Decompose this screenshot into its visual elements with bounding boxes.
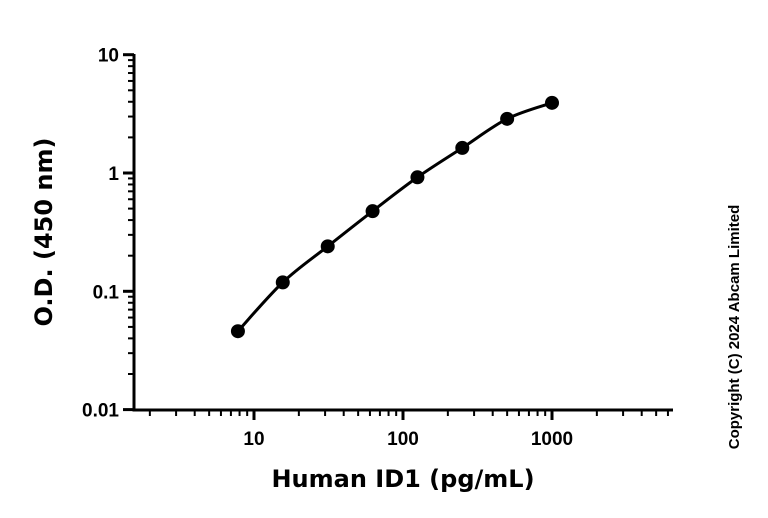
copyright-notice: Copyright (C) 2024 Abcam Limited [726,205,743,449]
data-point [365,204,380,219]
y-tick-label: 1 [108,164,119,185]
y-tick-label: 0.1 [93,282,120,303]
x-axis-title: Human ID1 (pg/mL) [271,465,534,493]
x-tick-label: 1000 [531,429,573,450]
y-axis-title: O.D. (450 nm) [30,138,58,327]
fit-curve [236,101,553,333]
data-point [545,95,559,110]
y-tick-label: 0.01 [82,401,119,422]
data-point [275,275,290,290]
data-point [320,239,335,254]
data-point [455,140,470,155]
x-tick-label: 100 [387,429,419,450]
y-tick-label: 10 [98,46,119,67]
data-point [230,324,245,339]
data-point [410,170,425,185]
axes: 0.01 0.1 1 10 10 100 1000 [82,46,673,450]
data-point [500,111,515,126]
plot-area [230,95,559,339]
x-tick-label: 10 [243,429,264,450]
